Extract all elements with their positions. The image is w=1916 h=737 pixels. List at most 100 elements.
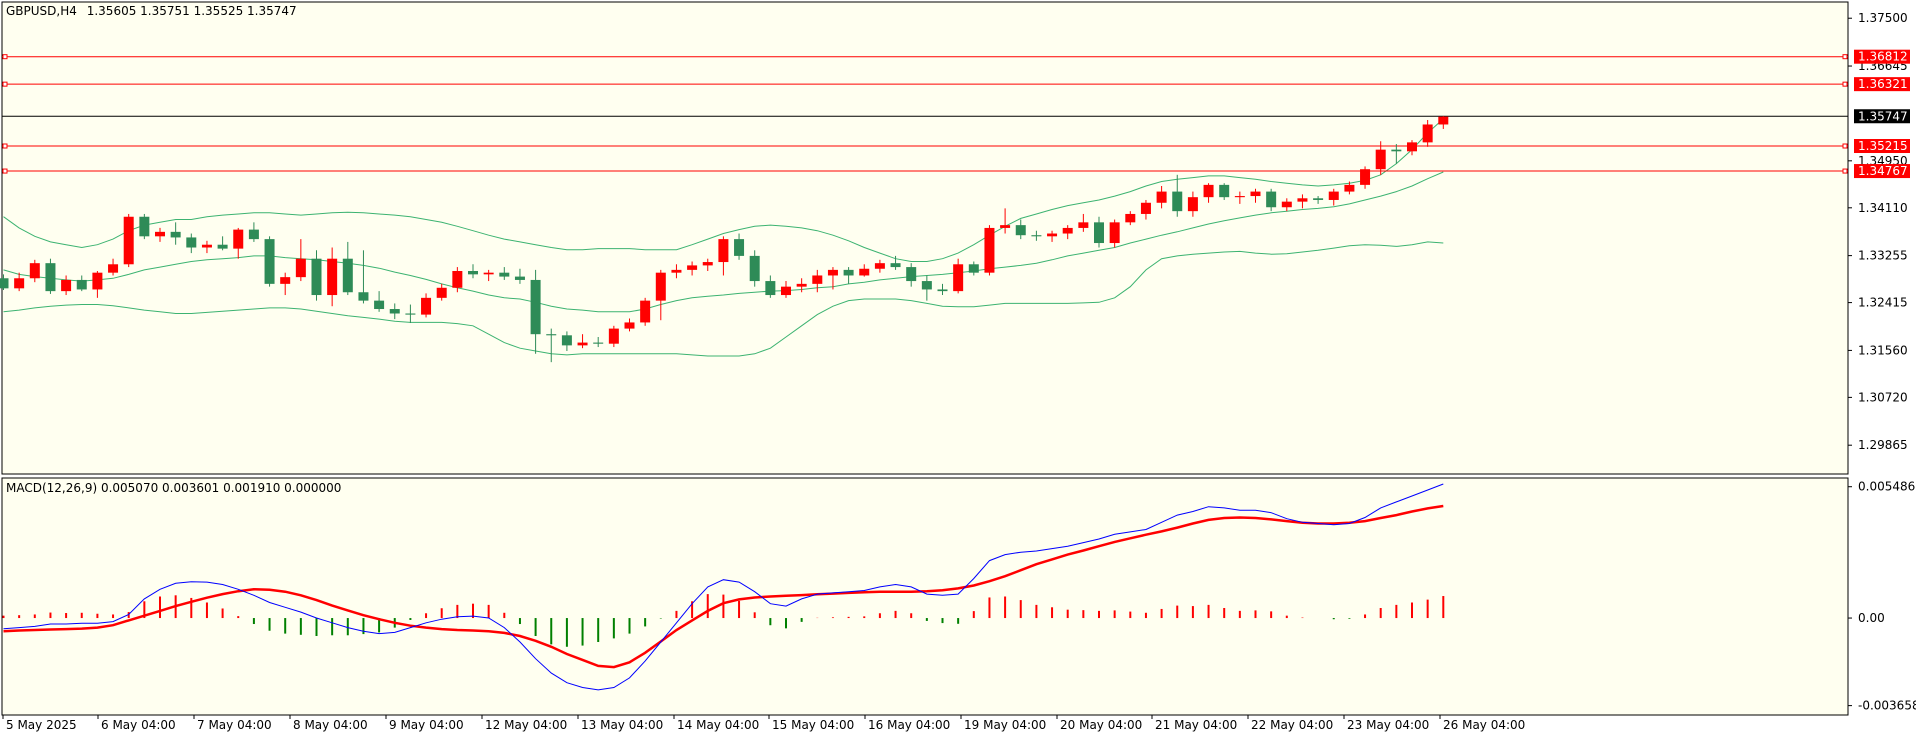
hline-handle-left[interactable] — [2, 81, 8, 87]
y-tick-label: 1.31560 — [1858, 343, 1908, 357]
x-tick-label: 9 May 04:00 — [389, 718, 464, 732]
candle — [1250, 188, 1261, 203]
hline-handle-left[interactable] — [2, 168, 8, 174]
candle — [405, 304, 416, 324]
candle-body-up — [781, 286, 791, 296]
candle-body-up — [1187, 197, 1198, 212]
candle-body-down — [264, 239, 275, 284]
signal-line — [3, 504, 1444, 669]
candle — [765, 275, 776, 298]
candle — [1187, 191, 1198, 217]
hline-handle-right[interactable] — [1842, 168, 1848, 174]
hline-price-tag: 1.36812 — [1858, 50, 1908, 64]
candle — [827, 267, 838, 290]
candle-body-up — [155, 231, 165, 237]
candle — [624, 318, 635, 332]
candle — [1203, 183, 1214, 203]
hline-price-tag: 1.35215 — [1858, 139, 1908, 153]
price-panel[interactable] — [1, 1, 1849, 475]
hline-price-tag-bg — [1854, 164, 1910, 179]
candle-body-down — [170, 231, 181, 238]
candle-body-down — [374, 300, 385, 310]
candle-body-up — [92, 272, 103, 290]
x-tick-label: 5 May 2025 — [6, 718, 77, 732]
candle — [295, 239, 306, 282]
candle-body-up — [608, 328, 619, 344]
candle-body-up — [1156, 191, 1167, 203]
candle-body-down — [45, 263, 56, 292]
ohlc-label: 1.35605 1.35751 1.35525 1.35747 — [87, 4, 297, 18]
candle — [1375, 141, 1386, 175]
candle-body-up — [655, 272, 666, 301]
hline-handle-left[interactable] — [2, 143, 8, 149]
y-tick-label: 1.33255 — [1858, 249, 1908, 263]
x-tick-label: 21 May 04:00 — [1155, 718, 1237, 732]
candle — [389, 303, 400, 320]
candle — [452, 267, 463, 293]
candle — [906, 263, 917, 287]
candle — [593, 336, 604, 348]
candle-body-down — [1266, 191, 1277, 208]
candle-body-up — [624, 322, 635, 329]
candle — [1078, 213, 1089, 232]
candle — [1062, 225, 1073, 240]
candle — [108, 258, 119, 276]
hline-handle-right[interactable] — [1842, 143, 1848, 149]
x-tick-label: 8 May 04:00 — [293, 718, 368, 732]
candle — [29, 259, 40, 283]
candle-body-up — [1281, 201, 1292, 208]
candle — [796, 278, 807, 293]
macd-axis: 0.005486 0.00 -0.003658 — [1848, 480, 1916, 713]
symbol-label: GBPUSD,H4 — [6, 4, 77, 18]
candle — [781, 281, 791, 298]
candle-body-up — [1344, 184, 1355, 192]
candle — [170, 222, 181, 245]
candle-body-up — [280, 277, 291, 284]
candle-body-up — [14, 278, 25, 289]
candle-body-up — [1297, 198, 1308, 202]
candle — [1313, 196, 1324, 204]
candle-body-down — [546, 334, 557, 336]
candle-body-down — [765, 281, 776, 296]
candle-body-up — [1375, 149, 1386, 170]
candle — [1031, 230, 1042, 241]
candle — [671, 264, 682, 279]
candle-body-up — [436, 287, 447, 298]
candle-body-up — [702, 262, 713, 266]
candle — [1438, 116, 1449, 129]
candle — [1109, 219, 1120, 248]
candle-body-down — [1391, 149, 1402, 152]
x-tick-label: 13 May 04:00 — [581, 718, 663, 732]
hline-handle-right[interactable] — [1842, 81, 1848, 87]
macd-y-tick-label: -0.003658 — [1858, 699, 1916, 713]
candle-body-down — [968, 264, 979, 273]
candle-body-up — [1109, 222, 1120, 244]
candle — [1015, 219, 1026, 240]
y-tick-label: 1.29865 — [1858, 438, 1908, 452]
candle — [92, 270, 103, 298]
x-tick-label: 14 May 04:00 — [677, 718, 759, 732]
horizontal-lines[interactable] — [2, 54, 1848, 174]
candle-body-up — [859, 268, 870, 276]
hline-handle-left[interactable] — [2, 54, 8, 60]
candle — [1391, 144, 1402, 164]
candle — [139, 213, 150, 240]
candle — [483, 269, 494, 282]
candle-body-down — [1219, 184, 1230, 198]
candle-body-down — [468, 270, 478, 275]
candle — [984, 225, 995, 276]
candle — [327, 247, 338, 307]
macd-panel[interactable] — [1, 477, 1849, 716]
hline-price-tag-bg — [1854, 139, 1910, 154]
candle-body-up — [1047, 233, 1058, 237]
candle — [14, 272, 25, 292]
candle-body-up — [718, 239, 729, 263]
hline-handle-right[interactable] — [1842, 54, 1848, 60]
candle-body-down — [186, 237, 197, 248]
candle-body-up — [640, 300, 651, 323]
candle-body-down — [76, 279, 87, 290]
candle-body-up — [1422, 124, 1433, 143]
macd-lines — [3, 483, 1444, 691]
current-price-tag: 1.35747 — [1858, 109, 1908, 123]
candle-body-up — [812, 275, 823, 284]
